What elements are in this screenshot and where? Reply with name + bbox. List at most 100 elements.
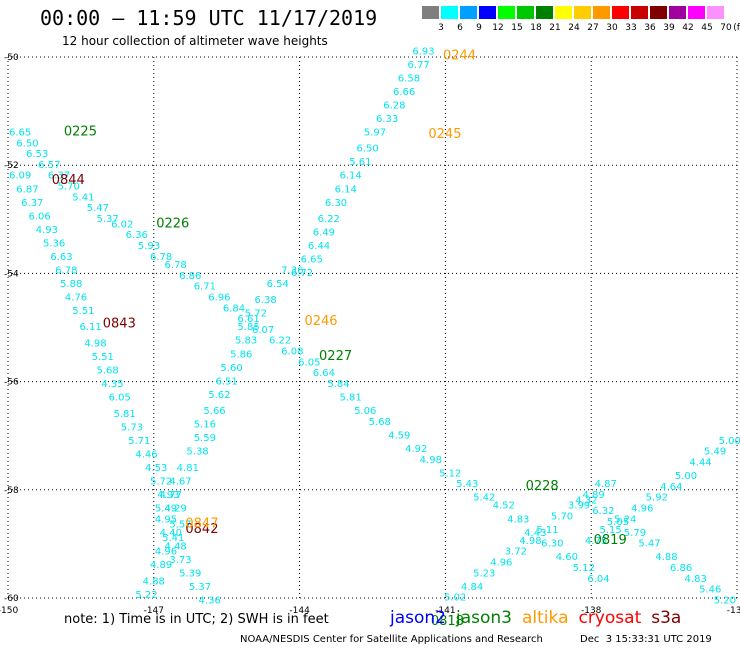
legend-swatch [688,6,705,19]
swh-value-label: 5.83 [235,336,257,347]
swh-value-label: 3.72 [505,547,527,558]
legend-swatch [460,6,477,19]
satellite-key: jason2 jason3 altika cryosat s3a [390,608,691,628]
swh-value-label: 4.89 [582,490,604,501]
swh-value-label: 4.88 [655,552,677,563]
lon-tick-label: -135 [727,606,740,616]
swh-value-label: 6.64 [313,368,335,379]
swh-value-label: 5.47 [638,539,660,550]
swh-value-label: 4.88 [143,576,165,587]
lat-tick-label: -56 [4,378,19,388]
time-label: 0245 [428,127,461,142]
swh-value-label: 4.84 [461,582,483,593]
legend-label: 6 [457,23,463,33]
swh-value-label: 4.96 [490,558,512,569]
swh-value-label: 6.38 [254,295,276,306]
lon-tick-label: -147 [144,606,164,616]
swh-value-label: 4.32 [575,495,597,506]
swh-value-label: 3.99 [568,501,590,512]
generated-timestamp: Dec 3 15:33:31 UTC 2019 [580,634,712,645]
swh-value-label: 6.78 [150,252,172,263]
time-label: 0225 [64,124,97,139]
legend-label: 36 [644,23,656,33]
swh-value-label: 4.98 [84,338,106,349]
swh-value-label: 6.86 [179,271,201,282]
swh-value-label: 5.37 [189,582,211,593]
swh-value-label: 6.32 [592,506,614,517]
footer-note: note: 1) Time is in UTC; 2) SWH is in fe… [64,612,329,627]
swh-value-label: 5.81 [114,409,136,420]
legend-swatch [650,6,667,19]
swh-value-label: 5.84 [327,379,349,390]
swh-value-label: 5.36 [43,238,65,249]
swh-value-label: 5.15 [600,525,622,536]
swh-value-label: 4.43 [524,528,546,539]
swh-value-label: 5.81 [339,393,361,404]
swh-value-label: 5.23 [473,568,495,579]
swh-value-label: 4.59 [388,430,410,441]
legend-label: 9 [476,23,482,33]
swh-value-label: 5.88 [60,279,82,290]
swh-value-label: 6.44 [308,241,330,252]
legend-label: 70 [720,23,732,33]
legend-label: 3 [438,23,444,33]
swh-value-label: 7.36 [281,265,303,276]
legend-swatch [517,6,534,19]
swh-value-label: 3.73 [169,555,191,566]
swh-value-label: 6.30 [325,198,347,209]
swh-value-label: 6.22 [269,336,291,347]
swh-value-label: 6.07 [252,325,274,336]
swh-value-label: 5.12 [573,563,595,574]
swh-value-label: 4.52 [493,501,515,512]
swh-value-label: 6.86 [670,563,692,574]
swh-value-label: 5.70 [551,512,573,523]
legend-label: 21 [549,23,561,33]
legend-label: 45 [701,23,713,33]
legend-label: 39 [663,23,675,33]
lat-tick-label: -54 [4,269,19,279]
swh-value-label: 5.39 [179,568,201,579]
swh-value-label: 5.61 [349,157,371,168]
swh-value-label: 5.42 [473,493,495,504]
legend-label: 42 [682,23,694,33]
swh-value-label: 5.57 [169,520,191,531]
swh-value-label: 6.30 [541,539,563,550]
swh-value-label: 5.00 [719,436,740,447]
swh-value-label: 5.62 [208,390,230,401]
swh-value-label: 4.96 [631,503,653,514]
swh-value-label: 6.37 [48,171,70,182]
swh-value-label: 5.51 [72,306,94,317]
map-title: 00:00 – 11:59 UTC 11/17/2019 [40,6,378,30]
swh-value-label: 5.43 [456,479,478,490]
swh-value-label: 5.66 [203,406,225,417]
satellite-key-jason3: jason3 [456,608,512,628]
swh-value-label: 5.11 [536,525,558,536]
swh-value-label: 6.53 [26,149,48,160]
swh-value-label: 6.05 [109,393,131,404]
map-subtitle: 12 hour collection of altimeter wave hei… [62,34,328,48]
legend-label: 12 [492,23,504,33]
swh-value-label: 5.00 [675,471,697,482]
swh-value-label: 6.61 [237,314,259,325]
swh-value-label: 4.92 [405,444,427,455]
swh-value-label: 5.47 [87,203,109,214]
lat-tick-label: -60 [4,594,19,604]
swh-value-label: 4.67 [169,476,191,487]
swh-value-label: 6.63 [50,252,72,263]
legend-label: 15 [511,23,523,33]
legend-swatch [479,6,496,19]
satellite-key-s3a: s3a [651,608,682,628]
swh-value-label: 6.57 [38,160,60,171]
swh-value-label: 6.54 [267,279,289,290]
lon-tick-label: -150 [0,606,18,616]
swh-value-label: 6.28 [383,100,405,111]
swh-value-label: 4.93 [157,490,179,501]
swh-value-label: 6.33 [376,114,398,125]
swh-value-label: 5.72 [245,309,267,320]
time-label: 0819 [594,533,627,548]
swh-value-label: 6.65 [301,255,323,266]
lon-tick-label: -138 [581,606,602,616]
satellite-key-altika: altika [522,608,569,628]
swh-value-label: 4.81 [177,463,199,474]
